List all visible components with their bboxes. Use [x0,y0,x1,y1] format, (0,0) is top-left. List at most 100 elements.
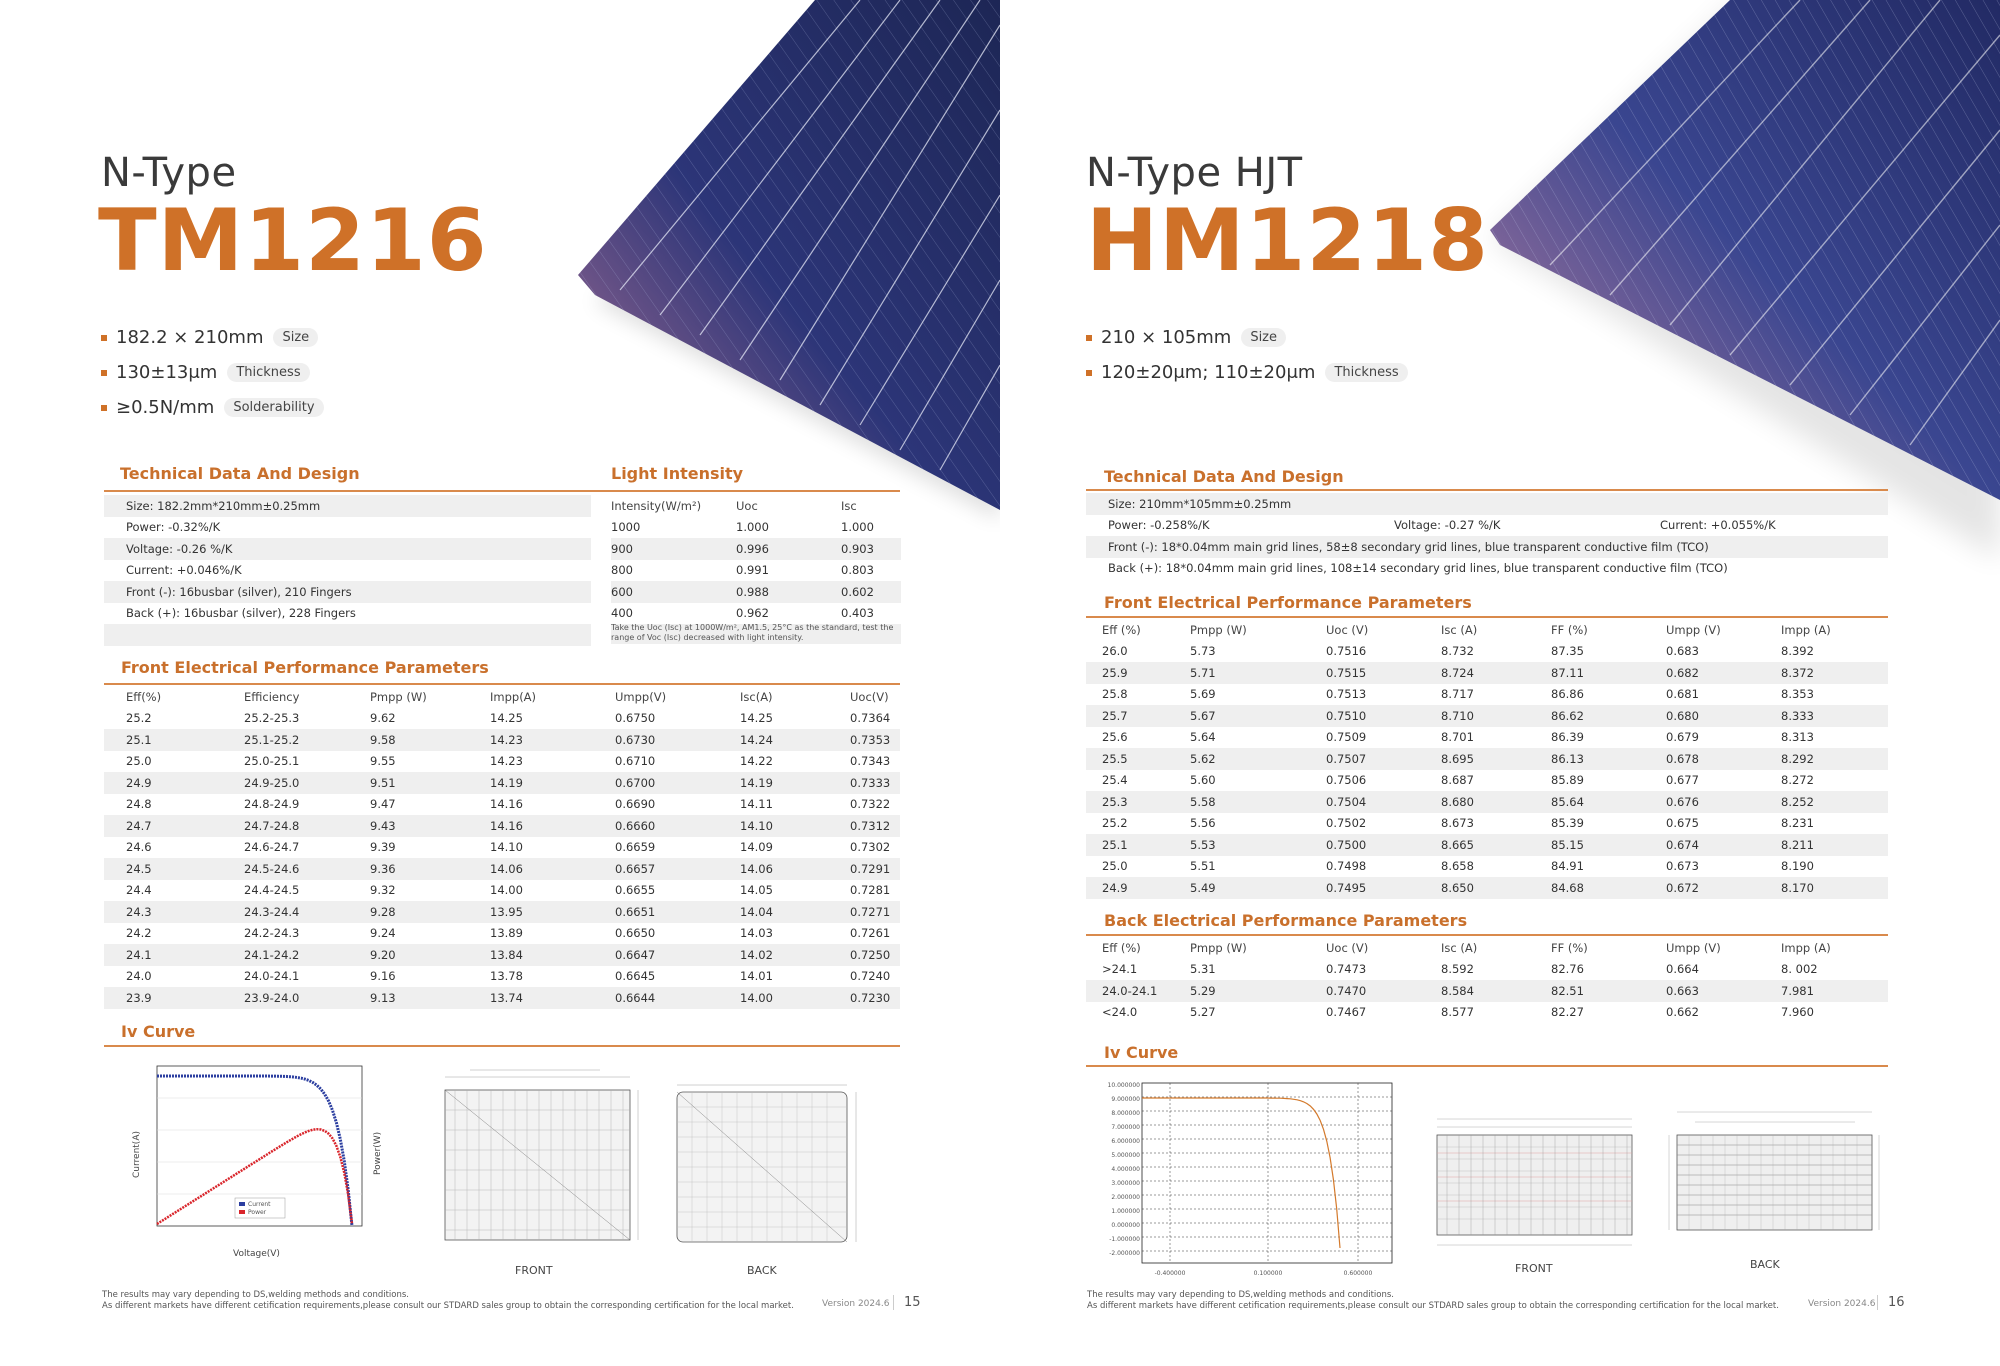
tech-value: Current: +0.046%/K [126,563,242,578]
column-header: Impp (A) [1781,619,1888,641]
spec-value: ≥0.5N/mm [116,397,215,418]
table-cell: 0.7281 [850,883,891,898]
column-header: Isc (A) [1441,937,1551,959]
table-cell: 24.5-24.6 [244,858,370,880]
table-row: 25.3 5.58 0.7504 8.680 85.64 0.676 8.252 [1086,791,1888,813]
table-cell: 24.7 [104,815,244,837]
front-drawing [444,1069,639,1241]
column-header: Umpp (V) [1666,619,1781,641]
table-cell: 0.6647 [615,944,740,966]
table-row: >24.1 5.31 0.7473 8.592 82.76 0.664 8. 002 [1086,959,1888,981]
table-cell: 0.7470 [1326,980,1441,1002]
bullet-icon [101,404,107,411]
table-cell: 0.662 [1666,1005,1699,1020]
table-row: 25.0 5.51 0.7498 8.658 84.91 0.673 8.190 [1086,856,1888,878]
table-cell: 0.6690 [615,797,656,812]
column-header: Impp (A) [1781,937,1888,959]
table-cell: 9.43 [370,815,490,837]
tech-row: Back (+): 16busbar (silver), 228 Fingers [104,603,591,625]
table-row: 25.8 5.69 0.7513 8.717 86.86 0.681 8.353 [1086,684,1888,706]
table-cell: 0.7261 [850,926,891,941]
table-cell: 14.02 [740,944,850,966]
tech-row: Front (-): 18*0.04mm main grid lines, 58… [1086,536,1888,558]
table-cell: 0.7364 [850,711,891,726]
table-cell: 24.2 [126,926,152,941]
y-tick-label: 9.000000 [1111,1096,1140,1103]
table-cell: 14.16 [490,797,523,812]
bullet-icon [1086,369,1092,376]
table-cell: 14.23 [490,754,523,769]
table-cell: 0.6650 [615,926,656,941]
table-cell: 0.602 [841,581,901,603]
table-row: 24.0 24.0-24.1 9.16 13.78 0.6645 14.01 0.7240 [104,966,900,988]
table-cell: 25.4 [1102,773,1128,788]
table-row: 600 0.988 0.602 [611,581,901,603]
y-tick-label: 3.000000 [1111,1180,1140,1187]
version-label: Version 2024.6 [1808,1299,1876,1309]
section-rule [1086,1065,1888,1067]
table-cell: 0.7353 [850,729,900,751]
table-header-row: Eff (%) Pmpp (W) Uoc (V) Isc (A) FF (%) Umpp … [1086,937,1888,959]
table-cell: 0.664 [1666,962,1699,977]
table-cell: 5.53 [1190,834,1326,856]
table-cell: 24.3 [104,901,244,923]
table-cell: 0.7502 [1326,816,1367,831]
table-cell: 5.49 [1190,877,1326,899]
table-cell: 800 [611,563,633,578]
table-cell: 24.9-25.0 [244,772,370,794]
spec-tag: Solderability [224,398,324,417]
front-params-title: Front Electrical Performance Parameters [1104,593,1472,612]
table-cell: 8.687 [1441,773,1474,788]
table-cell: 0.6659 [615,840,656,855]
table-cell: 14.00 [740,987,850,1009]
tech-section-title: Technical Data And Design [120,464,360,483]
table-row: 24.6 24.6-24.7 9.39 14.10 0.6659 14.09 0.7302 [104,837,900,859]
iv-series-line [1142,1097,1341,1249]
table-cell: 5.29 [1190,980,1326,1002]
table-cell: 84.91 [1551,859,1584,874]
table-cell: 25.0-25.1 [244,754,300,769]
iv-curve-chart: 10.000000 9.000000 8.000000 7.000000 6.00000… [1108,1082,1393,1277]
table-row: 24.4 24.4-24.5 9.32 14.00 0.6655 14.05 0.7281 [104,880,900,902]
section-rule [1086,934,1888,936]
table-cell: 9.16 [370,969,396,984]
table-cell: 600 [611,581,736,603]
tech-value: Back (+): 16busbar (silver), 228 Fingers [126,606,356,621]
section-rule [1086,616,1888,618]
tech-voltage: Voltage: -0.27 %/K [1394,518,1501,533]
table-cell: 25.7 [1086,705,1190,727]
column-header: Pmpp (W) [1190,937,1326,959]
table-cell: 0.7498 [1326,859,1367,874]
table-cell: 0.7230 [850,987,900,1009]
power-series-line [156,1127,354,1226]
table-cell: 5.67 [1190,705,1326,727]
table-cell: 0.7495 [1326,877,1441,899]
table-cell: 8.592 [1441,962,1474,977]
table-cell: 25.1-25.2 [244,729,370,751]
table-cell: 24.6 [126,840,152,855]
table-cell: 13.95 [490,901,615,923]
table-cell: 0.7343 [850,754,891,769]
table-header-row: Eff (%) Pmpp (W) Uoc (V) Isc (A) FF (%) Umpp … [1086,619,1888,641]
table-cell: 0.7504 [1326,791,1441,813]
table-cell: 24.7-24.8 [244,815,370,837]
tech-row: Current: +0.046%/K [104,560,591,582]
table-cell: 9.58 [370,729,490,751]
legend-swatch-current [239,1202,245,1206]
current-series-line [157,1074,354,1227]
table-cell: 24.3-24.4 [244,901,370,923]
table-cell: 5.58 [1190,791,1326,813]
y2-axis-label: Power(W) [373,1132,383,1175]
tech-row: Front (-): 16busbar (silver), 210 Finger… [104,581,591,603]
table-cell: 14.19 [740,772,850,794]
y-tick-label: 1.000000 [1111,1208,1140,1215]
table-cell: 25.0 [126,754,152,769]
table-row: 25.6 5.64 0.7509 8.701 86.39 0.679 8.313 [1086,727,1888,749]
table-row: 24.2 24.2-24.3 9.24 13.89 0.6650 14.03 0.7261 [104,923,900,945]
page-number: 15 [893,1295,921,1310]
legend-swatch-power [239,1210,245,1214]
table-cell: 8.272 [1781,773,1814,788]
table-cell: 8.673 [1441,816,1474,831]
column-header: Isc (A) [1441,619,1551,641]
table-cell: 24.0-24.1 [1086,980,1190,1002]
